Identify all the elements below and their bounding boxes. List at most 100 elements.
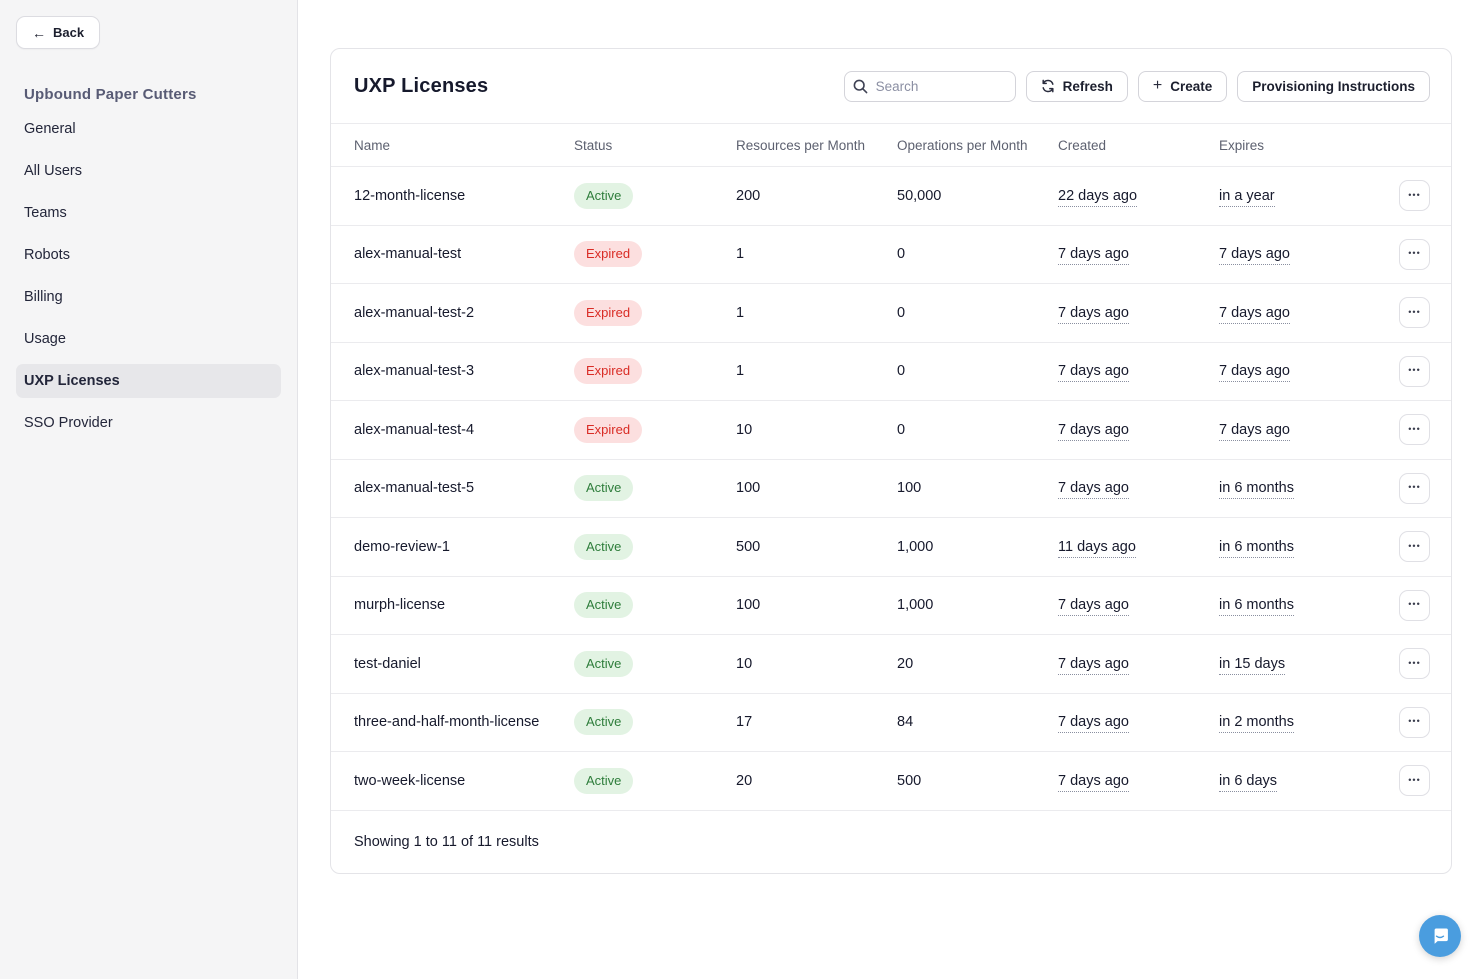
row-menu-button[interactable]: ••• (1399, 765, 1430, 797)
table-footer: Showing 1 to 11 of 11 results (331, 811, 1451, 873)
licenses-card: UXP Licenses Refresh (330, 48, 1452, 874)
license-name: test-daniel (354, 655, 421, 672)
sidebar-item-billing[interactable]: Billing (24, 289, 63, 305)
resources-per-month: 17 (736, 714, 753, 731)
status-badge: Expired (574, 299, 643, 326)
expires-cell: in 6 months (1219, 597, 1294, 617)
row-menu-button[interactable]: ••• (1399, 414, 1430, 446)
license-name: three-and-half-month-license (354, 714, 540, 731)
row-menu-button[interactable]: ••• (1399, 297, 1430, 329)
org-title: Upbound Paper Cutters (24, 86, 197, 103)
operations-per-month: 50,000 (897, 187, 942, 204)
license-name: alex-manual-test-4 (354, 421, 475, 438)
created-cell: 11 days ago (1058, 538, 1136, 558)
status-cell: Expired (574, 299, 736, 326)
sidebar-item-general[interactable]: General (24, 121, 76, 137)
resources-per-month: 100 (736, 480, 761, 497)
license-name: alex-manual-test-3 (354, 363, 475, 380)
sidebar-item-robots[interactable]: Robots (24, 247, 70, 263)
table-row: murph-license Active 100 1,000 7 days ag… (331, 577, 1451, 635)
operations-per-month: 500 (897, 772, 922, 789)
refresh-button[interactable]: Refresh (1025, 70, 1128, 102)
expires-cell: 7 days ago (1219, 421, 1290, 441)
back-button[interactable]: ← Back (16, 16, 101, 49)
row-menu-button[interactable]: ••• (1399, 589, 1430, 621)
chat-bubble-icon (1434, 928, 1448, 944)
expires-cell: in 15 days (1219, 655, 1286, 675)
sidebar-item-sso-provider[interactable]: SSO Provider (24, 415, 113, 431)
search-icon (853, 79, 867, 93)
created-cell: 7 days ago (1058, 714, 1129, 734)
main-content: UXP Licenses Refresh (298, 0, 1484, 979)
created-cell: 7 days ago (1058, 655, 1129, 675)
table-row: alex-manual-test Expired 1 0 7 days ago … (331, 226, 1451, 284)
sidebar-item-teams[interactable]: Teams (24, 205, 67, 221)
operations-per-month: 1,000 (897, 597, 934, 614)
resources-per-month: 20 (736, 772, 753, 789)
resources-per-month: 1 (736, 304, 745, 321)
status-badge: Expired (574, 241, 643, 268)
operations-per-month: 0 (897, 421, 906, 438)
table-row: alex-manual-test-5 Active 100 100 7 days… (331, 460, 1451, 518)
row-menu-button[interactable]: ••• (1399, 648, 1430, 680)
sidebar-item-usage[interactable]: Usage (24, 331, 66, 347)
table-row: alex-manual-test-3 Expired 1 0 7 days ag… (331, 343, 1451, 401)
created-cell: 7 days ago (1058, 304, 1129, 324)
column-header-created: Created (1058, 137, 1107, 153)
resources-per-month: 500 (736, 538, 761, 555)
license-name: 12-month-license (354, 187, 466, 204)
row-menu-button[interactable]: ••• (1399, 531, 1430, 563)
sidebar-item-all-users[interactable]: All Users (24, 163, 83, 179)
resources-per-month: 1 (736, 246, 745, 263)
created-cell: 22 days ago (1058, 187, 1138, 207)
status-badge: Active (574, 592, 634, 619)
results-count: Showing 1 to 11 of 11 results (354, 833, 539, 850)
row-menu-button[interactable]: ••• (1399, 472, 1430, 504)
sidebar-nav: General All Users Teams Robots Billing Usage U… (16, 112, 281, 440)
status-cell: Expired (574, 416, 736, 443)
provisioning-instructions-button[interactable]: Provisioning Instructions (1237, 70, 1430, 102)
expires-cell: in 6 days (1219, 772, 1278, 792)
resources-per-month: 10 (736, 655, 753, 672)
column-header-operations: Operations per Month (897, 137, 1028, 153)
status-cell: Active (574, 533, 736, 560)
created-cell: 7 days ago (1058, 597, 1129, 617)
expires-cell: in 6 months (1219, 538, 1294, 558)
search-input[interactable] (843, 70, 1016, 102)
status-badge: Active (574, 767, 634, 794)
row-menu-button[interactable]: ••• (1399, 180, 1430, 212)
row-menu-button[interactable]: ••• (1399, 706, 1430, 738)
chat-launcher-button[interactable] (1419, 915, 1461, 957)
license-name: demo-review-1 (354, 538, 450, 555)
license-name: murph-license (354, 597, 446, 614)
row-menu-button[interactable]: ••• (1399, 355, 1430, 387)
status-cell: Active (574, 650, 736, 677)
table-row: two-week-license Active 20 500 7 days ag… (331, 752, 1451, 811)
row-menu-button[interactable]: ••• (1399, 238, 1430, 270)
table-row: 12-month-license Active 200 50,000 22 da… (331, 167, 1451, 226)
column-header-status: Status (574, 137, 613, 153)
created-cell: 7 days ago (1058, 772, 1129, 792)
table-row: demo-review-1 Active 500 1,000 11 days a… (331, 518, 1451, 577)
created-cell: 7 days ago (1058, 421, 1129, 441)
operations-per-month: 100 (897, 480, 922, 497)
resources-per-month: 100 (736, 597, 761, 614)
status-cell: Active (574, 182, 736, 209)
status-badge: Expired (574, 416, 643, 443)
expires-cell: in 6 months (1219, 480, 1294, 500)
refresh-icon (1042, 79, 1054, 93)
license-name: two-week-license (354, 772, 466, 789)
create-button[interactable]: + Create (1137, 70, 1228, 102)
search-wrap (843, 70, 1016, 102)
provisioning-instructions-label: Provisioning Instructions (1252, 78, 1415, 94)
sidebar-item-uxp-licenses[interactable]: UXP Licenses (16, 364, 281, 398)
back-arrow-icon: ← (32, 24, 46, 41)
status-cell: Active (574, 709, 736, 736)
page-title: UXP Licenses (354, 74, 489, 97)
status-badge: Expired (574, 358, 643, 385)
status-badge: Active (574, 533, 634, 560)
operations-per-month: 20 (897, 655, 914, 672)
column-header-name: Name (354, 137, 391, 153)
created-cell: 7 days ago (1058, 363, 1129, 383)
refresh-button-label: Refresh (1062, 78, 1113, 94)
